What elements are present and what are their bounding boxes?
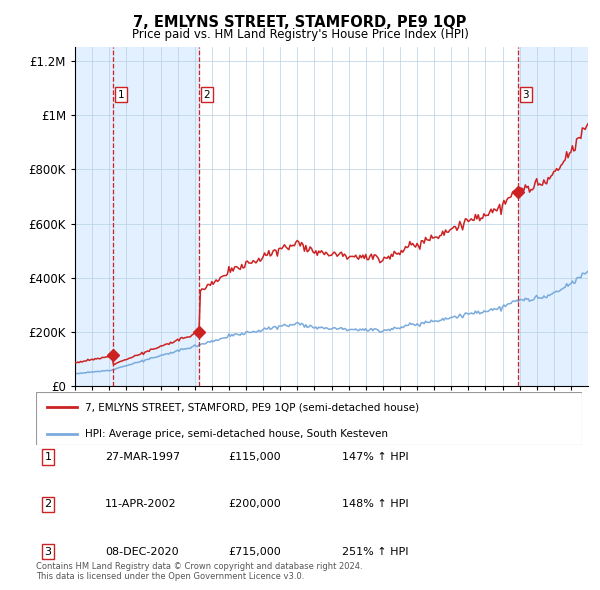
Text: £200,000: £200,000 bbox=[228, 500, 281, 509]
Text: 251% ↑ HPI: 251% ↑ HPI bbox=[342, 547, 409, 556]
Text: 7, EMLYNS STREET, STAMFORD, PE9 1QP (semi-detached house): 7, EMLYNS STREET, STAMFORD, PE9 1QP (sem… bbox=[85, 402, 419, 412]
Text: 147% ↑ HPI: 147% ↑ HPI bbox=[342, 453, 409, 462]
Text: 3: 3 bbox=[44, 547, 52, 556]
Text: 2: 2 bbox=[44, 500, 52, 509]
Text: Price paid vs. HM Land Registry's House Price Index (HPI): Price paid vs. HM Land Registry's House … bbox=[131, 28, 469, 41]
FancyBboxPatch shape bbox=[36, 392, 582, 445]
Text: £715,000: £715,000 bbox=[228, 547, 281, 556]
Bar bbox=[75, 47, 113, 386]
Text: 1: 1 bbox=[118, 90, 124, 100]
Text: 7, EMLYNS STREET, STAMFORD, PE9 1QP: 7, EMLYNS STREET, STAMFORD, PE9 1QP bbox=[133, 15, 467, 30]
Text: £115,000: £115,000 bbox=[228, 453, 281, 462]
Text: 148% ↑ HPI: 148% ↑ HPI bbox=[342, 500, 409, 509]
Text: Contains HM Land Registry data © Crown copyright and database right 2024.
This d: Contains HM Land Registry data © Crown c… bbox=[36, 562, 362, 581]
Text: 11-APR-2002: 11-APR-2002 bbox=[105, 500, 176, 509]
Text: 3: 3 bbox=[523, 90, 529, 100]
Bar bbox=[518, 47, 588, 386]
Text: HPI: Average price, semi-detached house, South Kesteven: HPI: Average price, semi-detached house,… bbox=[85, 429, 388, 439]
Bar bbox=[113, 47, 199, 386]
Text: 27-MAR-1997: 27-MAR-1997 bbox=[105, 453, 180, 462]
Text: 08-DEC-2020: 08-DEC-2020 bbox=[105, 547, 179, 556]
Text: 1: 1 bbox=[44, 453, 52, 462]
Text: 2: 2 bbox=[203, 90, 210, 100]
